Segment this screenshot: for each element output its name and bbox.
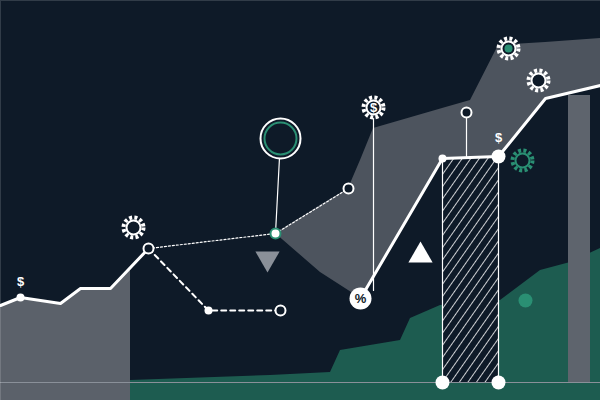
svg-text:$: $ (370, 100, 378, 115)
svg-text:$: $ (17, 274, 25, 289)
svg-text:$: $ (495, 130, 503, 145)
svg-text:%: % (355, 291, 367, 306)
